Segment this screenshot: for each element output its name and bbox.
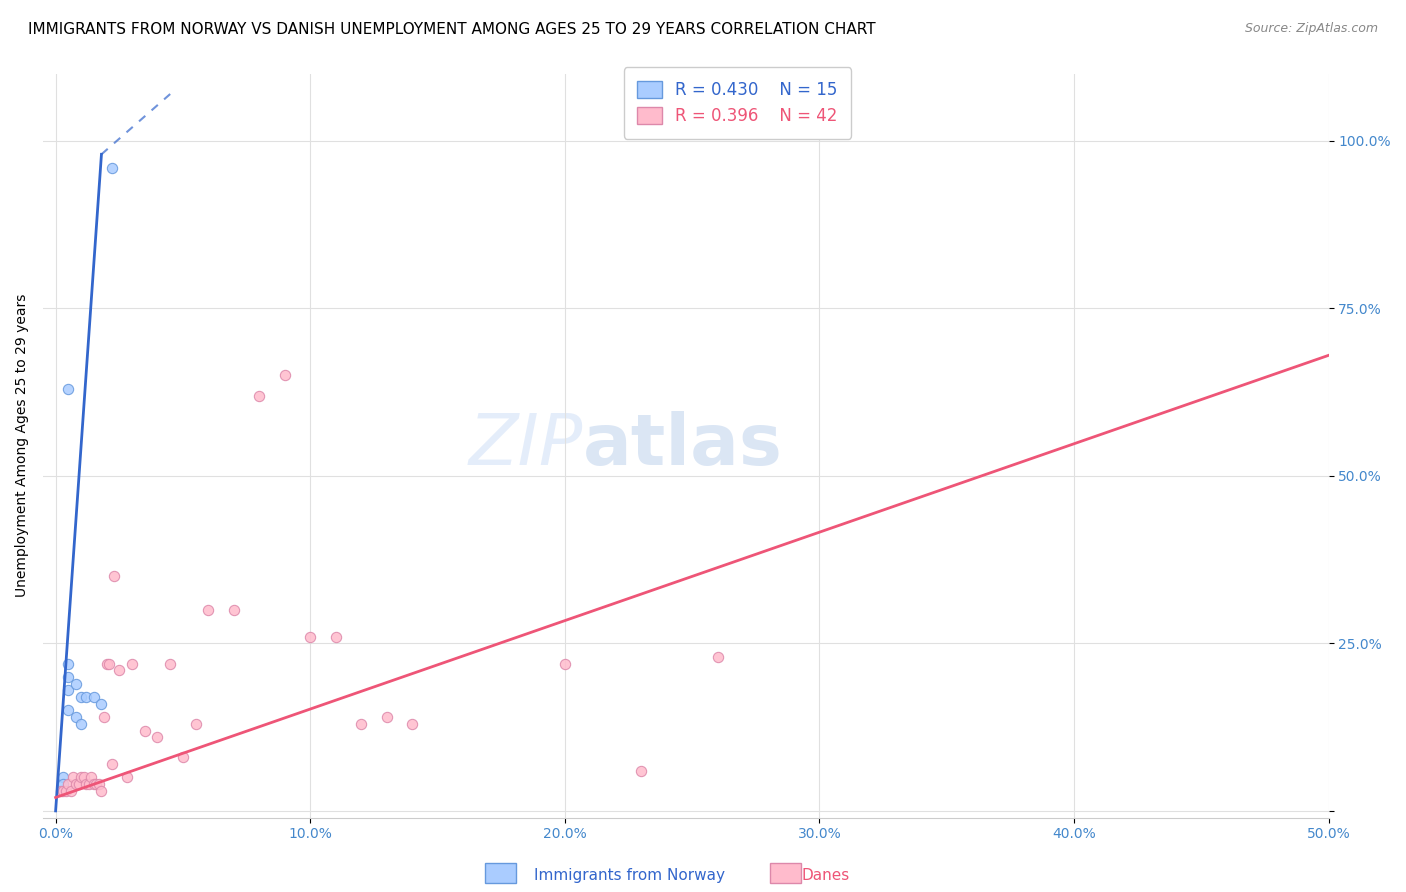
Point	[52, 771, 75, 785]
Point	[58, 382, 80, 396]
Point	[100, 757, 122, 772]
Point	[75, 690, 97, 704]
Point	[59, 784, 82, 798]
Point	[375, 710, 398, 724]
Point	[49, 784, 72, 798]
Point	[58, 777, 80, 791]
Point	[197, 603, 219, 617]
Text: Source: ZipAtlas.com: Source: ZipAtlas.com	[1244, 22, 1378, 36]
Point	[108, 663, 131, 677]
Point	[70, 690, 93, 704]
Point	[325, 630, 347, 644]
Point	[159, 657, 181, 671]
Point	[70, 716, 93, 731]
Point	[70, 771, 93, 785]
Point	[58, 670, 80, 684]
Point	[55, 784, 77, 798]
Point	[62, 771, 84, 785]
Point	[299, 630, 322, 644]
Point	[58, 703, 80, 717]
Point	[401, 716, 423, 731]
Point	[115, 771, 138, 785]
Point	[65, 710, 87, 724]
Point	[222, 603, 245, 617]
Point	[93, 710, 115, 724]
Text: Danes: Danes	[801, 869, 849, 883]
Point	[350, 716, 373, 731]
Point	[100, 161, 122, 175]
Point	[121, 657, 143, 671]
Point	[146, 730, 169, 744]
Point	[67, 777, 90, 791]
Point	[630, 764, 652, 778]
Point	[65, 777, 87, 791]
Y-axis label: Unemployment Among Ages 25 to 29 years: Unemployment Among Ages 25 to 29 years	[15, 294, 30, 598]
Text: ZIP: ZIP	[468, 411, 583, 480]
Point	[72, 771, 94, 785]
Point	[80, 771, 103, 785]
Point	[52, 777, 75, 791]
Text: Immigrants from Norway: Immigrants from Norway	[534, 869, 725, 883]
Point	[184, 716, 207, 731]
Point	[77, 777, 100, 791]
Point	[83, 690, 105, 704]
Point	[90, 784, 112, 798]
Point	[83, 777, 105, 791]
Point	[52, 784, 75, 798]
Point	[554, 657, 576, 671]
Point	[103, 569, 125, 583]
Point	[58, 683, 80, 698]
Point	[58, 657, 80, 671]
Legend: R = 0.430    N = 15, R = 0.396    N = 42: R = 0.430 N = 15, R = 0.396 N = 42	[623, 68, 851, 139]
Point	[75, 777, 97, 791]
Point	[96, 657, 118, 671]
Point	[134, 723, 156, 738]
Text: IMMIGRANTS FROM NORWAY VS DANISH UNEMPLOYMENT AMONG AGES 25 TO 29 YEARS CORRELAT: IMMIGRANTS FROM NORWAY VS DANISH UNEMPLO…	[28, 22, 876, 37]
Point	[247, 388, 270, 402]
Point	[90, 697, 112, 711]
Point	[65, 676, 87, 690]
Text: atlas: atlas	[583, 411, 783, 480]
Point	[706, 649, 728, 664]
Point	[87, 777, 110, 791]
Point	[172, 750, 194, 764]
Point	[86, 777, 108, 791]
Point	[98, 657, 121, 671]
Point	[274, 368, 297, 383]
